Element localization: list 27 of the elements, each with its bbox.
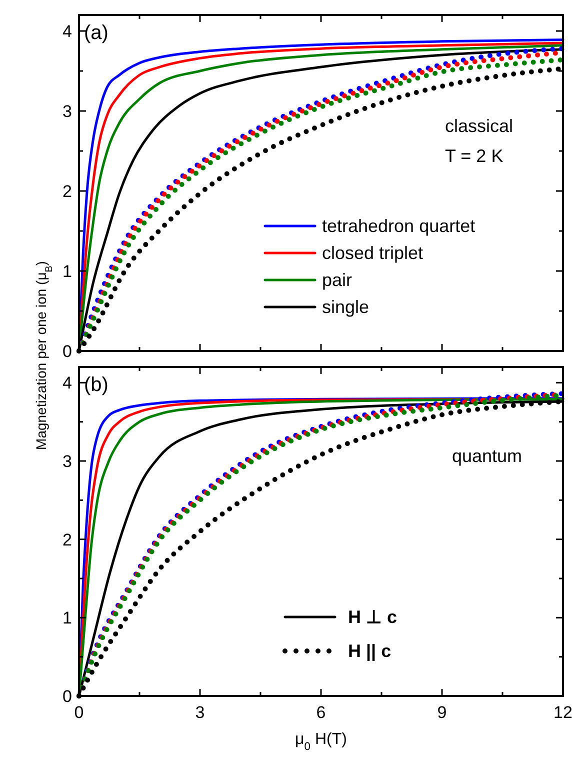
y-tick-label: 1 bbox=[62, 608, 72, 628]
y-tick-label: 2 bbox=[62, 530, 72, 550]
x-tick-label: 9 bbox=[437, 703, 447, 722]
x-tick-label: 0 bbox=[74, 703, 84, 722]
annotation: T = 2 K bbox=[445, 146, 504, 166]
chart-title: (b) bbox=[84, 374, 108, 396]
legend-label: single bbox=[322, 297, 370, 317]
annotation: quantum bbox=[452, 446, 522, 466]
x-axis-title: μ$_{0}$ H(T) bbox=[295, 731, 347, 753]
y-tick-label: 4 bbox=[62, 22, 72, 41]
y-tick-label: 4 bbox=[62, 374, 72, 393]
y-tick-label: 0 bbox=[62, 687, 72, 706]
chart-title: (a) bbox=[84, 22, 108, 44]
y-tick-label: 0 bbox=[62, 342, 72, 361]
legend-label: tetrahedron quartet bbox=[322, 216, 476, 236]
y-tick-label: 3 bbox=[62, 102, 72, 121]
x-tick-label: 12 bbox=[554, 703, 572, 722]
legend-label: H || c bbox=[348, 641, 392, 661]
y-tick-label: 1 bbox=[62, 262, 72, 281]
annotation: classical bbox=[445, 116, 514, 136]
y-tick-label: 3 bbox=[62, 452, 72, 471]
legend-label: H ⊥ c bbox=[348, 607, 398, 627]
legend-label: closed triplet bbox=[322, 243, 424, 263]
x-tick-label: 3 bbox=[195, 703, 205, 722]
x-tick-label: 6 bbox=[316, 703, 326, 722]
y-tick-label: 2 bbox=[62, 182, 72, 201]
legend-label: pair bbox=[322, 270, 352, 290]
